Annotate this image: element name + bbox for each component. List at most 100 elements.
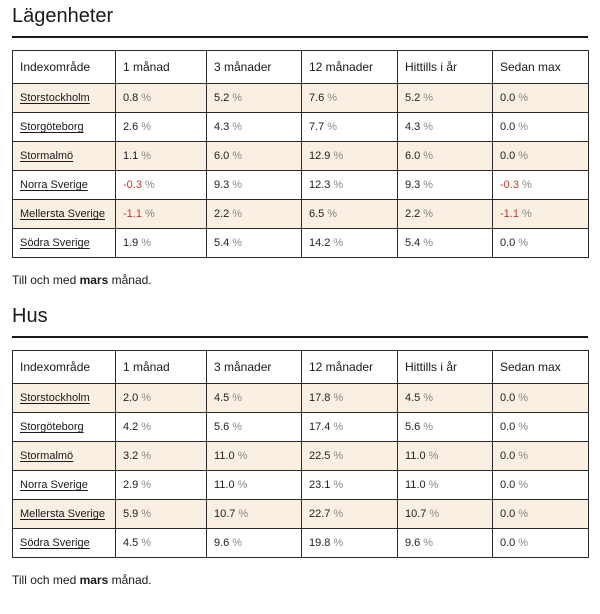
table-row: Mellersta Sverige -1.1% 2.2% 6.5% 2.2% -1.1%	[12, 199, 589, 229]
area-link[interactable]: Norra Sverige	[20, 479, 88, 491]
percent-unit: %	[333, 237, 344, 249]
percent-unit: %	[232, 121, 243, 133]
value-cell: 5.2%	[397, 83, 493, 113]
index-section: Lägenheter Indexområde 1 månad 3 månader 12 …	[12, 0, 589, 288]
value-cell: 4.5%	[206, 383, 302, 413]
value-cell: 7.6%	[301, 83, 398, 113]
value-number: 2.2	[405, 208, 421, 220]
value-number: 0.0	[500, 421, 516, 433]
value-cell: 9.3%	[206, 170, 302, 200]
value-cell: 0.0%	[492, 528, 589, 558]
area-link[interactable]: Storgöteborg	[20, 421, 84, 433]
area-link[interactable]: Stormalmö	[20, 450, 74, 462]
area-link[interactable]: Södra Sverige	[20, 537, 90, 549]
value-cell: 5.9%	[115, 499, 207, 529]
percent-unit: %	[141, 450, 152, 462]
percent-unit: %	[423, 179, 434, 191]
percent-unit: %	[428, 479, 439, 491]
percent-unit: %	[333, 508, 344, 520]
index-table: Indexområde 1 månad 3 månader 12 månader Hit…	[12, 50, 589, 258]
value-cell: 0.0%	[492, 83, 589, 113]
value-cell: -1.1%	[492, 199, 589, 229]
value-cell: 0.0%	[492, 441, 589, 471]
section-divider	[12, 36, 588, 38]
area-link[interactable]: Storstockholm	[20, 92, 90, 104]
percent-unit: %	[141, 421, 152, 433]
value-cell: 1.1%	[115, 141, 207, 171]
area-link[interactable]: Mellersta Sverige	[20, 508, 105, 520]
percent-unit: %	[327, 92, 338, 104]
value-number: -0.3	[500, 179, 519, 191]
table-row: Norra Sverige 2.9% 11.0% 23.1% 11.0% 0.0%	[12, 470, 589, 500]
area-cell: Storstockholm	[12, 383, 116, 413]
value-cell: 0.0%	[492, 112, 589, 142]
column-header: Indexområde	[12, 50, 116, 84]
percent-unit: %	[232, 237, 243, 249]
area-cell: Norra Sverige	[12, 470, 116, 500]
value-cell: 0.0%	[492, 383, 589, 413]
percent-unit: %	[232, 150, 243, 162]
area-link[interactable]: Mellersta Sverige	[20, 208, 105, 220]
sections-container: Lägenheter Indexområde 1 månad 3 månader 12 …	[12, 0, 589, 588]
value-number: 4.5	[123, 537, 139, 549]
value-cell: 6.0%	[397, 141, 493, 171]
percent-unit: %	[518, 508, 529, 520]
column-header: 3 månader	[206, 50, 302, 84]
area-link[interactable]: Storgöteborg	[20, 121, 84, 133]
index-table: Indexområde 1 månad 3 månader 12 månader Hit…	[12, 350, 589, 558]
value-cell: -1.1%	[115, 199, 207, 229]
area-link[interactable]: Stormalmö	[20, 150, 74, 162]
footnote: Till och med mars månad.	[12, 572, 588, 588]
value-cell: 14.2%	[301, 228, 398, 258]
column-header: Sedan max	[492, 50, 589, 84]
value-cell: 5.2%	[206, 83, 302, 113]
percent-unit: %	[237, 450, 248, 462]
section-title: Lägenheter	[12, 5, 114, 27]
value-cell: 2.6%	[115, 112, 207, 142]
value-number: 6.5	[309, 208, 325, 220]
value-cell: 2.2%	[397, 199, 493, 229]
value-number: 5.2	[405, 92, 421, 104]
percent-unit: %	[333, 450, 344, 462]
area-link[interactable]: Södra Sverige	[20, 237, 90, 249]
value-cell: 4.5%	[115, 528, 207, 558]
percent-unit: %	[232, 92, 243, 104]
value-cell: -0.3%	[115, 170, 207, 200]
area-link[interactable]: Storstockholm	[20, 392, 90, 404]
value-cell: 5.4%	[206, 228, 302, 258]
value-number: 0.0	[500, 121, 516, 133]
value-number: 5.4	[214, 237, 230, 249]
column-header: Indexområde	[12, 350, 116, 384]
table-row: Storgöteborg 2.6% 4.3% 7.7% 4.3% 0.0%	[12, 112, 589, 142]
value-number: 4.3	[405, 121, 421, 133]
value-number: 5.2	[214, 92, 230, 104]
footnote-suffix: månad.	[108, 273, 152, 287]
value-number: 11.0	[405, 479, 426, 491]
value-cell: 9.6%	[397, 528, 493, 558]
value-cell: 5.4%	[397, 228, 493, 258]
percent-unit: %	[232, 208, 243, 220]
percent-unit: %	[232, 537, 243, 549]
value-cell: 10.7%	[397, 499, 493, 529]
value-number: 6.0	[214, 150, 230, 162]
percent-unit: %	[333, 150, 344, 162]
percent-unit: %	[141, 479, 152, 491]
value-number: 4.2	[123, 421, 139, 433]
footnote: Till och med mars månad.	[12, 272, 588, 288]
percent-unit: %	[518, 150, 529, 162]
percent-unit: %	[232, 421, 243, 433]
value-number: 2.9	[123, 479, 139, 491]
footnote-prefix: Till och med	[12, 273, 80, 287]
value-number: 0.8	[123, 92, 139, 104]
percent-unit: %	[521, 179, 532, 191]
value-cell: 4.5%	[397, 383, 493, 413]
area-link[interactable]: Norra Sverige	[20, 179, 88, 191]
percent-unit: %	[518, 237, 529, 249]
column-header: Sedan max	[492, 350, 589, 384]
value-number: 5.6	[214, 421, 230, 433]
percent-unit: %	[521, 208, 532, 220]
value-cell: 4.2%	[115, 412, 207, 442]
percent-unit: %	[333, 421, 344, 433]
percent-unit: %	[423, 150, 434, 162]
